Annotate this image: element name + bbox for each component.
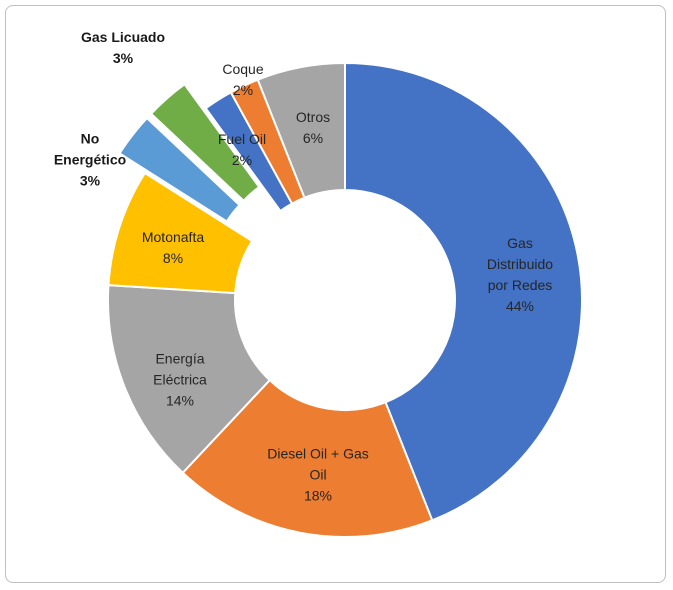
chart-frame bbox=[5, 5, 666, 583]
slice bbox=[181, 378, 434, 538]
slice bbox=[344, 61, 583, 522]
category-label: Energía Eléctrica bbox=[153, 350, 207, 388]
slice-label: Gas Distribuido por Redes 44% bbox=[475, 233, 565, 317]
slice-label: Motonafta 8% bbox=[128, 227, 218, 269]
value-label: 44% bbox=[505, 298, 535, 314]
slice bbox=[107, 284, 272, 475]
value-label: 2% bbox=[231, 152, 253, 168]
slice bbox=[256, 61, 346, 200]
category-label: No Energético bbox=[53, 130, 127, 168]
slice-label: Gas Licuado 3% bbox=[58, 27, 188, 69]
value-label: 3% bbox=[79, 172, 101, 189]
value-label: 8% bbox=[162, 250, 184, 266]
category-label: Otros bbox=[295, 109, 331, 125]
slice-label: Coque 2% bbox=[213, 59, 273, 101]
value-label: 3% bbox=[112, 50, 134, 66]
category-label: Diesel Oil + Gas Oil bbox=[267, 445, 369, 483]
slice bbox=[118, 116, 241, 223]
slice-label: Otros 6% bbox=[283, 107, 343, 149]
slice-label: No Energético 3% bbox=[45, 129, 135, 192]
value-label: 18% bbox=[303, 487, 333, 504]
category-label: Gas Distribuido por Redes bbox=[486, 235, 554, 293]
value-label: 2% bbox=[232, 82, 254, 98]
category-label: Coque bbox=[222, 61, 264, 77]
category-label: Fuel Oil bbox=[217, 131, 267, 147]
slice bbox=[149, 82, 261, 203]
category-label: Gas Licuado bbox=[80, 29, 166, 45]
slice bbox=[107, 171, 254, 295]
slice-label: Energía Eléctrica 14% bbox=[135, 349, 225, 412]
slice-label: Fuel Oil 2% bbox=[207, 129, 277, 171]
value-label: 14% bbox=[165, 392, 195, 409]
slice-label: Diesel Oil + Gas Oil 18% bbox=[263, 444, 373, 507]
category-label: Motonafta bbox=[141, 229, 205, 245]
value-label: 6% bbox=[302, 130, 324, 146]
